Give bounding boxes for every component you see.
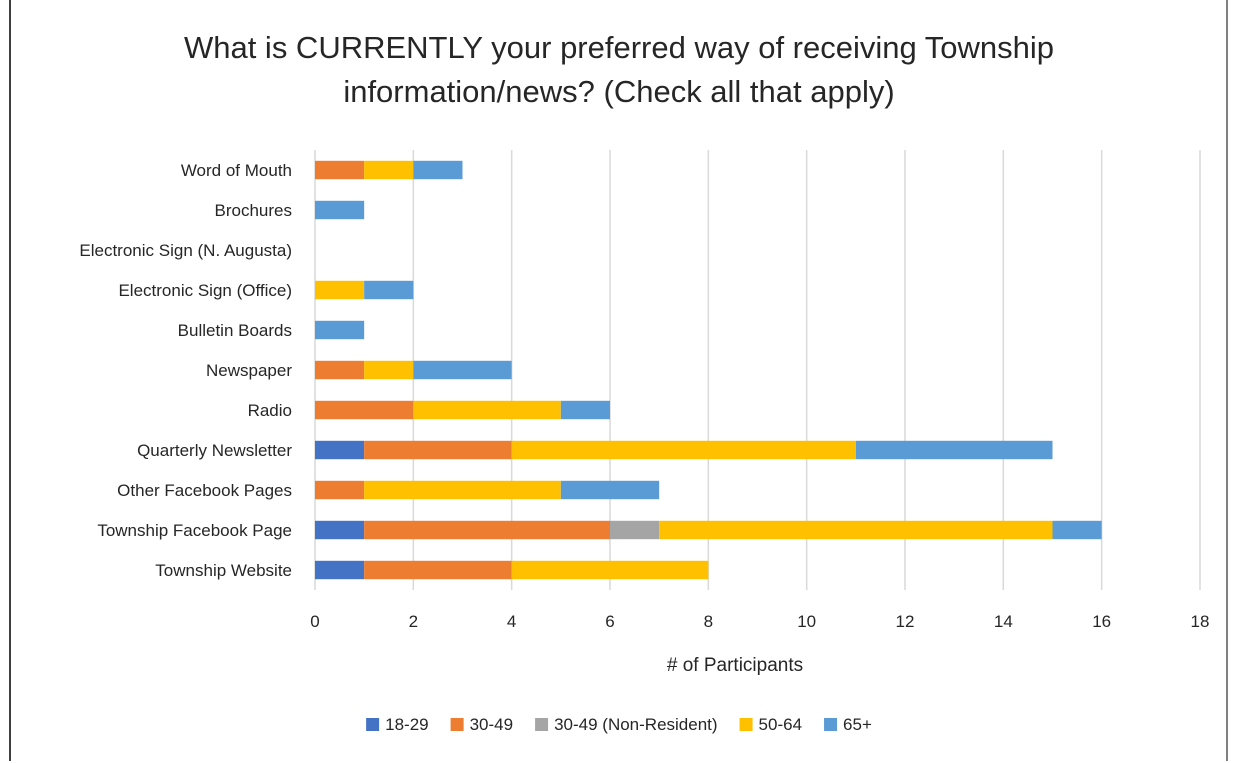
legend-label: 18-29 [385, 715, 428, 734]
legend: 18-29 30-49 30-49 (Non-Resident) 50-64 65+ [366, 715, 872, 734]
legend-item: 30-49 (Non-Resident) [535, 715, 718, 734]
legend-label: 50-64 [759, 715, 802, 734]
bar-segment [364, 160, 414, 180]
category-label: Radio [248, 401, 292, 420]
legend-item: 30-49 [450, 715, 513, 734]
x-tick-label: 4 [507, 612, 516, 631]
legend-swatch [535, 718, 549, 731]
category-label: Township Facebook Page [97, 521, 292, 540]
legend-item: 50-64 [739, 715, 802, 734]
bar-segment [413, 400, 561, 420]
bar-segment [315, 560, 365, 580]
category-label: Electronic Sign (N. Augusta) [79, 241, 292, 260]
chart-title-line-2: information/news? (Check all that apply) [343, 74, 895, 109]
bar-segment [413, 360, 512, 380]
bar-segment [364, 560, 512, 580]
bar-segment [315, 200, 365, 220]
bar-segment [364, 360, 414, 380]
x-tick-label: 8 [704, 612, 713, 631]
x-tick-label: 12 [896, 612, 915, 631]
legend-swatch [450, 718, 464, 731]
x-tick-label: 2 [409, 612, 418, 631]
x-axis-title: # of Participants [667, 655, 803, 676]
bar-segment [364, 520, 610, 540]
category-label: Quarterly Newsletter [137, 441, 292, 460]
bar-segment [364, 280, 414, 300]
bar-segment [315, 400, 414, 420]
x-tick-label: 6 [605, 612, 614, 631]
legend-swatch [366, 718, 380, 731]
bar-segment [659, 520, 1053, 540]
bar-segment [610, 520, 660, 540]
legend-swatch [739, 718, 753, 731]
category-label: Electronic Sign (Office) [118, 281, 292, 300]
legend-item: 18-29 [366, 715, 429, 734]
bar-segment [560, 480, 660, 500]
bars [315, 160, 1102, 580]
bar-segment [413, 160, 463, 180]
bar-segment [855, 440, 1053, 460]
bar-segment [315, 360, 365, 380]
x-tick-label: 0 [310, 612, 319, 631]
category-labels: Word of Mouth Brochures Electronic Sign (N… [79, 161, 292, 580]
chart-frame [9, 0, 1228, 761]
chart-title: What is CURRENTLY your preferred way of … [0, 26, 1238, 114]
bar-segment [511, 440, 856, 460]
bar-segment [315, 520, 365, 540]
bar-segment [364, 440, 512, 460]
category-label: Bulletin Boards [178, 321, 292, 340]
bar-segment [511, 560, 709, 580]
x-tick-labels: 0 2 4 6 8 10 12 14 16 18 [310, 612, 1209, 631]
bar-segment [315, 480, 365, 500]
bar-segment [315, 440, 365, 460]
bar-segment [315, 280, 365, 300]
x-tick-label: 10 [797, 612, 816, 631]
x-tick-label: 14 [994, 612, 1013, 631]
legend-label: 30-49 [470, 715, 513, 734]
bar-segment [560, 400, 610, 420]
category-label: Newspaper [206, 361, 292, 380]
x-tick-label: 18 [1191, 612, 1210, 631]
legend-item: 65+ [824, 715, 872, 734]
chart-title-line-1: What is CURRENTLY your preferred way of … [183, 30, 1055, 65]
category-label: Brochures [215, 201, 292, 220]
x-tick-label: 16 [1092, 612, 1111, 631]
bar-segment [315, 160, 365, 180]
legend-label: 65+ [843, 715, 872, 734]
bar-segment [364, 480, 561, 500]
legend-swatch [824, 718, 838, 731]
legend-label: 30-49 (Non-Resident) [554, 715, 717, 734]
bar-segment [315, 320, 365, 340]
bar-segment [1052, 520, 1102, 540]
category-label: Word of Mouth [181, 161, 292, 180]
category-label: Other Facebook Pages [117, 481, 292, 500]
category-label: Township Website [155, 561, 292, 580]
